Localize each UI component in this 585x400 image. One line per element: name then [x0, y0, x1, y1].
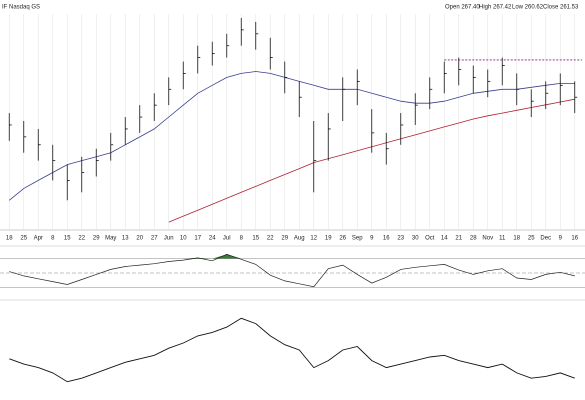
moving-average: [9, 71, 575, 201]
x-tick-label: 8: [51, 236, 55, 242]
x-tick-label: 16: [383, 236, 390, 242]
oscillator-line: [9, 253, 575, 288]
x-tick-label: Nov: [482, 236, 493, 242]
x-tick-label: 24: [209, 236, 216, 242]
x-tick-label: 25: [20, 236, 27, 242]
x-tick-label: Oct: [425, 236, 435, 242]
x-tick-label: Dec: [540, 236, 551, 242]
x-tick-label: 8: [240, 236, 244, 242]
x-tick-label: 29: [93, 236, 100, 242]
chart-title: IF Nasdaq GS: [2, 5, 40, 11]
x-tick-label: 26: [339, 236, 346, 242]
x-tick-label: 9: [559, 236, 563, 242]
x-tick-label: 19: [325, 236, 332, 242]
overbought-fill: [183, 257, 213, 259]
quote-close: Close 261.53: [543, 5, 579, 11]
x-tick-label: 18: [513, 236, 520, 242]
x-tick-label: 15: [252, 236, 259, 242]
quote-high: High 267.42: [479, 5, 512, 11]
x-tick-label: Aug: [294, 236, 305, 242]
x-tick-label: 22: [267, 236, 274, 242]
x-tick-label: 9: [370, 236, 374, 242]
x-tick-label: 16: [571, 236, 578, 242]
x-tick-label: 30: [412, 236, 419, 242]
x-tick-label: 12: [310, 236, 317, 242]
x-tick-label: Sep: [352, 236, 363, 242]
x-tick-label: 18: [6, 236, 13, 242]
quote-open: Open 267.40: [445, 5, 480, 11]
x-tick-label: 29: [281, 236, 288, 242]
x-tick-label: 21: [455, 236, 462, 242]
x-tick-label: 20: [136, 236, 143, 242]
x-tick-label: 28: [470, 236, 477, 242]
indicator-line: [9, 317, 575, 383]
x-tick-label: 27: [151, 236, 158, 242]
quote-low: Low 260.62: [512, 5, 544, 11]
x-tick-label: 10: [180, 236, 187, 242]
x-tick-label: 13: [122, 236, 129, 242]
x-tick-label: Apr: [34, 236, 43, 242]
x-tick-label: 17: [194, 236, 201, 242]
x-tick-label: 23: [397, 236, 404, 242]
x-tick-label: 25: [528, 236, 535, 242]
x-tick-label: May: [105, 236, 116, 242]
x-tick-label: 22: [78, 236, 85, 242]
x-tick-label: 11: [499, 236, 506, 242]
x-tick-label: 15: [64, 236, 71, 242]
x-tick-label: 14: [441, 236, 448, 242]
x-tick-label: Jun: [164, 236, 174, 242]
x-tick-label: Jul: [223, 236, 231, 242]
